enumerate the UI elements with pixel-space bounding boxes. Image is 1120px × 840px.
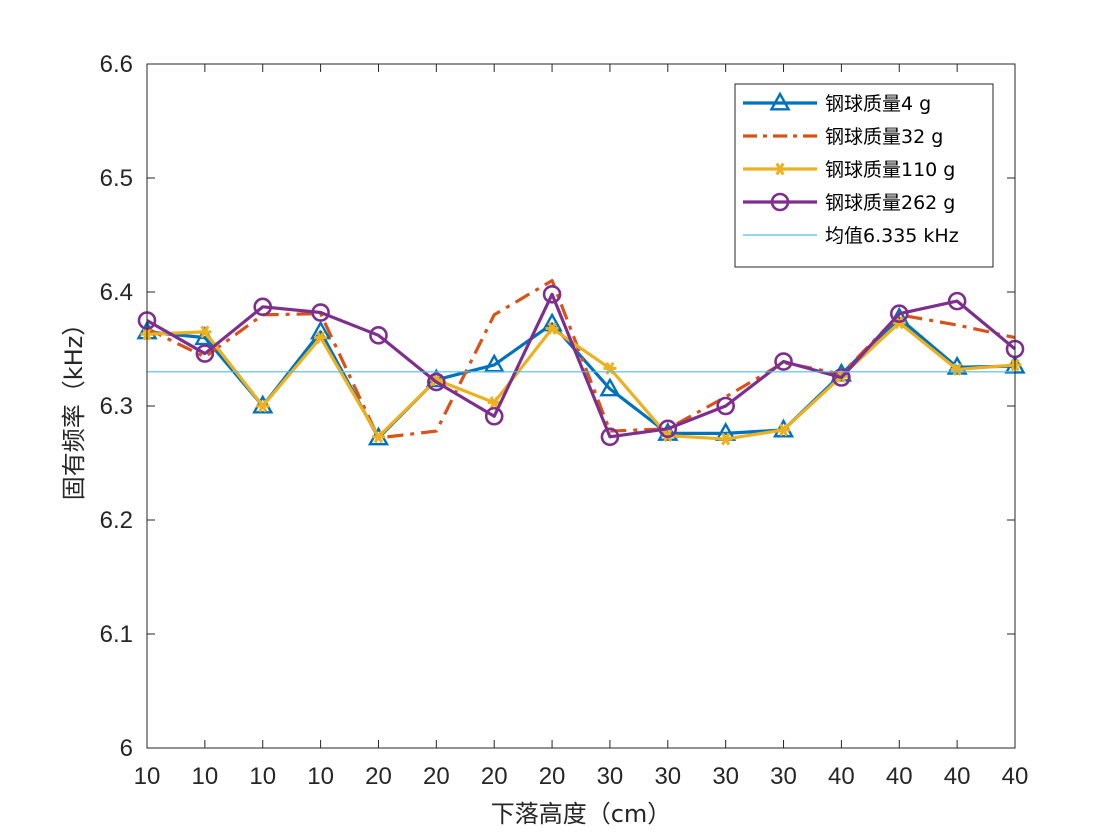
- data-point-marker: [950, 363, 964, 376]
- y-tick-label: 6: [120, 735, 133, 762]
- data-point-marker: [719, 432, 733, 446]
- legend-box: [734, 83, 994, 268]
- data-point-marker: [769, 91, 791, 111]
- data-point-marker: [600, 427, 620, 447]
- legend-label: 钢球质量32 g: [825, 126, 943, 148]
- asterisk-stroke: [775, 162, 785, 176]
- x-tick-label: 30: [597, 763, 624, 790]
- legend-item: 钢球质量32 g: [743, 126, 943, 148]
- data-point-marker: [947, 291, 967, 311]
- asterisk-stroke: [547, 322, 557, 335]
- x-tick-label: 20: [481, 763, 508, 790]
- x-axis-title: 下落高度（cm）: [491, 800, 672, 828]
- legend-item: 均值6.335 kHz: [743, 225, 959, 247]
- x-tick-label: 30: [712, 763, 739, 790]
- asterisk-stroke: [373, 430, 384, 444]
- x-tick-label: 30: [770, 763, 797, 790]
- series-3: [137, 284, 1025, 447]
- axes-layer: 6 6.1 6.2 6.3 6.4 6.5 6.6 10 10 10 10 20 20 20 20 30 30 3…: [100, 51, 1029, 790]
- legend-label: 钢球质量110 g: [825, 159, 955, 181]
- data-point-marker: [311, 303, 330, 322]
- legend-label: 钢球质量4 g: [825, 93, 931, 115]
- x-tick-label: 30: [654, 763, 681, 790]
- data-point-marker: [487, 396, 501, 409]
- legend-item: 钢球质量110 g: [743, 159, 955, 181]
- asterisk-stroke: [778, 423, 789, 437]
- data-point-marker: [256, 399, 270, 413]
- data-point-marker: [484, 406, 504, 426]
- x-tick-label: 10: [249, 763, 276, 790]
- data-point-marker: [195, 344, 215, 363]
- legend: 钢球质量4 g 钢球质量32 g 钢球质量110 g 钢球质量262 g 均值6.335…: [734, 83, 994, 268]
- y-tick-label: 6.2: [100, 507, 133, 534]
- data-point-marker: [369, 326, 388, 345]
- asterisk-stroke: [431, 373, 441, 387]
- data-point-marker: [889, 304, 909, 323]
- asterisk-stroke: [316, 331, 326, 344]
- legend-label: 均值6.335 kHz: [825, 225, 959, 247]
- data-point-marker: [545, 322, 559, 335]
- data-point-marker: [253, 297, 273, 317]
- x-tick-label: 40: [886, 763, 913, 790]
- data-point-marker: [314, 331, 328, 344]
- data-point-marker: [716, 396, 735, 416]
- x-tick-label: 20: [423, 763, 450, 790]
- data-point-marker: [773, 162, 787, 176]
- data-point-marker: [832, 368, 851, 387]
- data-point-marker: [427, 372, 446, 392]
- data-point-marker: [542, 284, 562, 304]
- data-point-marker: [658, 419, 678, 439]
- y-tick-label: 6.4: [100, 279, 133, 306]
- x-tick-label: 40: [828, 763, 855, 790]
- x-tick-label: 10: [307, 763, 334, 790]
- x-tick-label: 10: [134, 763, 161, 790]
- legend-label: 钢球质量262 g: [825, 192, 955, 214]
- x-tick-label: 20: [365, 763, 392, 790]
- y-axis-title: 固有频率（kHz）: [60, 312, 88, 501]
- series-layer: [136, 279, 1026, 447]
- asterisk-stroke: [258, 399, 268, 413]
- y-tick-label: 6.6: [100, 51, 133, 78]
- x-tick-label: 40: [1002, 763, 1029, 790]
- data-point-marker: [599, 377, 621, 397]
- series-line: [146, 292, 1017, 439]
- y-tick-label: 6.1: [100, 621, 133, 648]
- data-point-marker: [198, 325, 212, 339]
- asterisk-stroke: [721, 432, 731, 446]
- y-tick-label: 6.5: [100, 165, 133, 192]
- data-point-marker: [777, 423, 791, 437]
- x-tick-label: 40: [944, 763, 971, 790]
- data-point-marker: [770, 192, 790, 212]
- legend-item: 钢球质量4 g: [743, 91, 931, 115]
- data-point-marker: [774, 352, 793, 371]
- x-tick-label: 10: [192, 763, 219, 790]
- asterisk-stroke: [489, 396, 499, 409]
- x-tick-label: 20: [539, 763, 566, 790]
- asterisk-stroke: [200, 325, 210, 339]
- y-tick-label: 6.3: [100, 393, 133, 420]
- legend-item: 钢球质量262 g: [743, 192, 955, 214]
- data-point-marker: [371, 430, 385, 444]
- asterisk-stroke: [952, 363, 962, 376]
